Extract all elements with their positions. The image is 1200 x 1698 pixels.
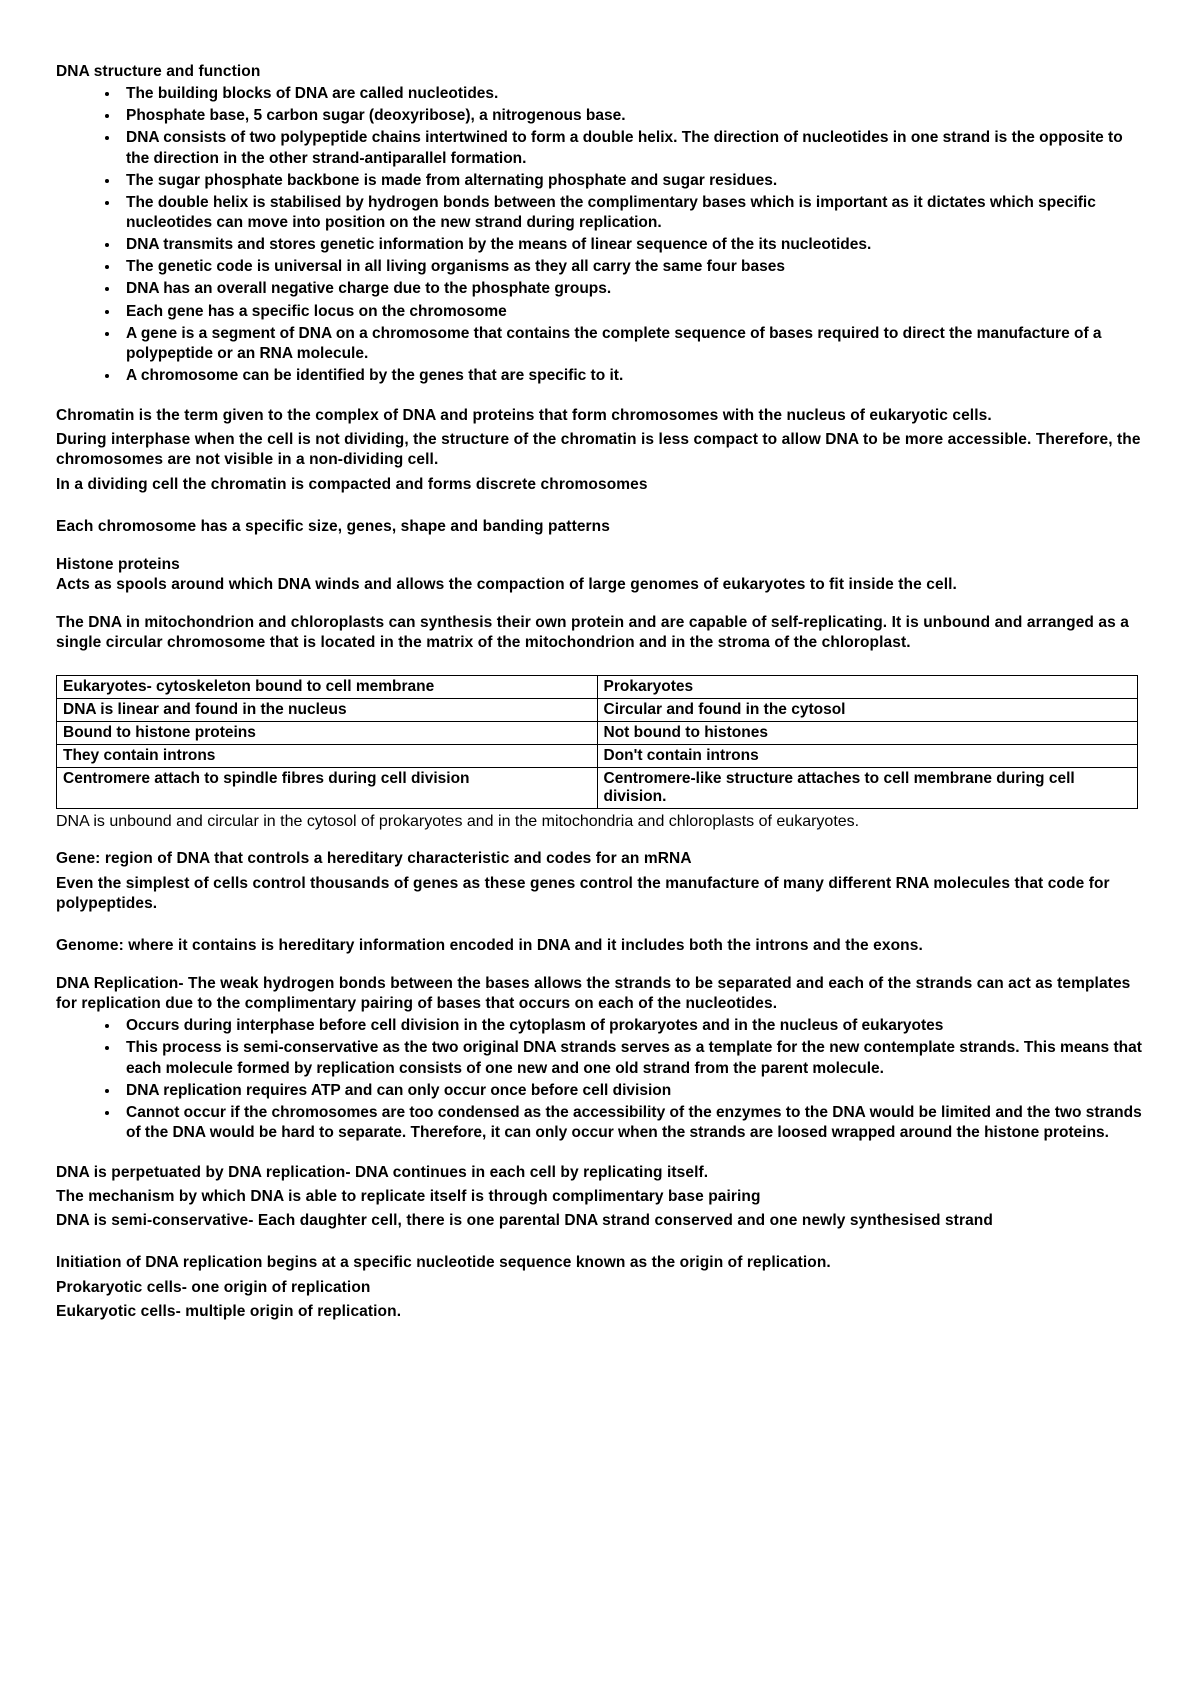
table-row: DNA is linear and found in the nucleusCi… — [57, 699, 1138, 722]
table-cell: Prokaryotes — [597, 676, 1138, 699]
list-item: The double helix is stabilised by hydrog… — [120, 193, 1144, 233]
bullet-list-structure: The building blocks of DNA are called nu… — [56, 84, 1144, 386]
list-item: This process is semi-conservative as the… — [120, 1038, 1144, 1078]
table-cell: DNA is linear and found in the nucleus — [57, 699, 598, 722]
mitochondrion-line: The DNA in mitochondrion and chloroplast… — [56, 613, 1144, 653]
genome-line: Genome: where it contains is hereditary … — [56, 936, 1144, 956]
table-row: Centromere attach to spindle fibres duri… — [57, 768, 1138, 809]
body-text: DNA is perpetuated by DNA replication- D… — [56, 1163, 1144, 1183]
body-text: The mechanism by which DNA is able to re… — [56, 1187, 1144, 1207]
body-text: Even the simplest of cells control thous… — [56, 874, 1144, 914]
list-item: Cannot occur if the chromosomes are too … — [120, 1103, 1144, 1143]
list-item: DNA has an overall negative charge due t… — [120, 279, 1144, 299]
replication-intro: DNA Replication- The weak hydrogen bonds… — [56, 974, 1144, 1014]
list-item: A chromosome can be identified by the ge… — [120, 366, 1144, 386]
chromosome-line: Each chromosome has a specific size, gen… — [56, 517, 1144, 537]
table-cell: Don't contain introns — [597, 745, 1138, 768]
list-item: DNA transmits and stores genetic informa… — [120, 235, 1144, 255]
table-cell: Centromere attach to spindle fibres duri… — [57, 768, 598, 809]
table-cell: Bound to histone proteins — [57, 722, 598, 745]
bullet-list-replication: Occurs during interphase before cell div… — [56, 1016, 1144, 1143]
body-text: Eukaryotic cells- multiple origin of rep… — [56, 1302, 1144, 1322]
list-item: The genetic code is universal in all liv… — [120, 257, 1144, 277]
page-title: DNA structure and function — [56, 62, 1144, 82]
body-text: Initiation of DNA replication begins at … — [56, 1253, 1144, 1273]
body-text: In a dividing cell the chromatin is comp… — [56, 475, 1144, 495]
list-item: The building blocks of DNA are called nu… — [120, 84, 1144, 104]
table-cell: They contain introns — [57, 745, 598, 768]
body-text: Prokaryotic cells- one origin of replica… — [56, 1278, 1144, 1298]
body-text: Chromatin is the term given to the compl… — [56, 406, 1144, 426]
table-cell: Not bound to histones — [597, 722, 1138, 745]
gene-paragraph: Gene: region of DNA that controls a here… — [56, 849, 1144, 913]
perpetuation-paragraph: DNA is perpetuated by DNA replication- D… — [56, 1163, 1144, 1231]
list-item: DNA replication requires ATP and can onl… — [120, 1081, 1144, 1101]
histone-body: Acts as spools around which DNA winds an… — [56, 575, 1144, 595]
document-page: DNA structure and function The building … — [0, 0, 1200, 1698]
table-cell: Centromere-like structure attaches to ce… — [597, 768, 1138, 809]
table-row: They contain intronsDon't contain intron… — [57, 745, 1138, 768]
body-text: Gene: region of DNA that controls a here… — [56, 849, 1144, 869]
chromatin-paragraph: Chromatin is the term given to the compl… — [56, 406, 1144, 495]
table-row: Eukaryotes- cytoskeleton bound to cell m… — [57, 676, 1138, 699]
histone-heading: Histone proteins — [56, 555, 1144, 575]
table-row: Bound to histone proteinsNot bound to hi… — [57, 722, 1138, 745]
list-item: The sugar phosphate backbone is made fro… — [120, 171, 1144, 191]
table-cell: Eukaryotes- cytoskeleton bound to cell m… — [57, 676, 598, 699]
body-text: DNA is semi-conservative- Each daughter … — [56, 1211, 1144, 1231]
comparison-table: Eukaryotes- cytoskeleton bound to cell m… — [56, 675, 1138, 809]
list-item: Occurs during interphase before cell div… — [120, 1016, 1144, 1036]
list-item: A gene is a segment of DNA on a chromoso… — [120, 324, 1144, 364]
table-cell: Circular and found in the cytosol — [597, 699, 1138, 722]
body-text: During interphase when the cell is not d… — [56, 430, 1144, 470]
list-item: Phosphate base, 5 carbon sugar (deoxyrib… — [120, 106, 1144, 126]
initiation-paragraph: Initiation of DNA replication begins at … — [56, 1253, 1144, 1321]
after-table-note: DNA is unbound and circular in the cytos… — [56, 813, 1144, 831]
list-item: Each gene has a specific locus on the ch… — [120, 302, 1144, 322]
list-item: DNA consists of two polypeptide chains i… — [120, 128, 1144, 168]
